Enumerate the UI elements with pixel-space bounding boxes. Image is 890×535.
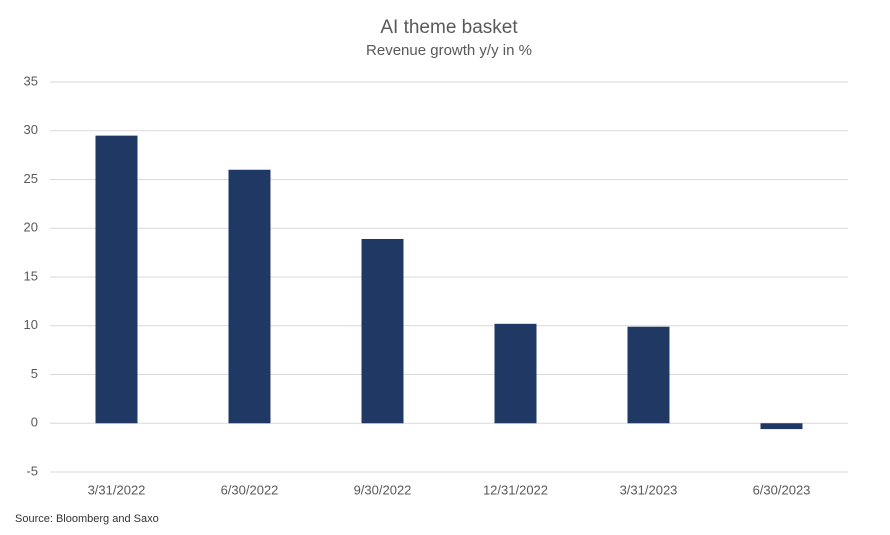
x-tick-label: 6/30/2022 [221,482,279,497]
y-tick-label: 25 [24,171,38,186]
x-tick-label: 9/30/2022 [354,482,412,497]
y-tick-label: 30 [24,122,38,137]
chart-title: AI theme basket [380,17,518,38]
x-tick-label: 3/31/2022 [88,482,146,497]
bar [760,423,803,430]
x-tick-label: 12/31/2022 [483,482,548,497]
y-tick-label: 20 [24,220,38,235]
y-tick-label: 5 [31,366,38,381]
x-tick-label: 3/31/2023 [620,482,678,497]
y-tick-label: 35 [24,73,38,88]
bar [95,135,138,424]
y-tick-label: 15 [24,268,38,283]
bar [627,326,670,424]
chart-subtitle: Revenue growth y/y in % [366,42,532,59]
y-tick-label: 10 [24,317,38,332]
bar [361,238,404,424]
y-tick-label: 0 [31,415,38,430]
x-tick-label: 6/30/2023 [753,482,811,497]
y-tick-label: -5 [26,463,38,478]
bar [494,323,537,424]
bar [228,169,271,424]
source-note: Source: Bloomberg and Saxo [15,513,159,525]
